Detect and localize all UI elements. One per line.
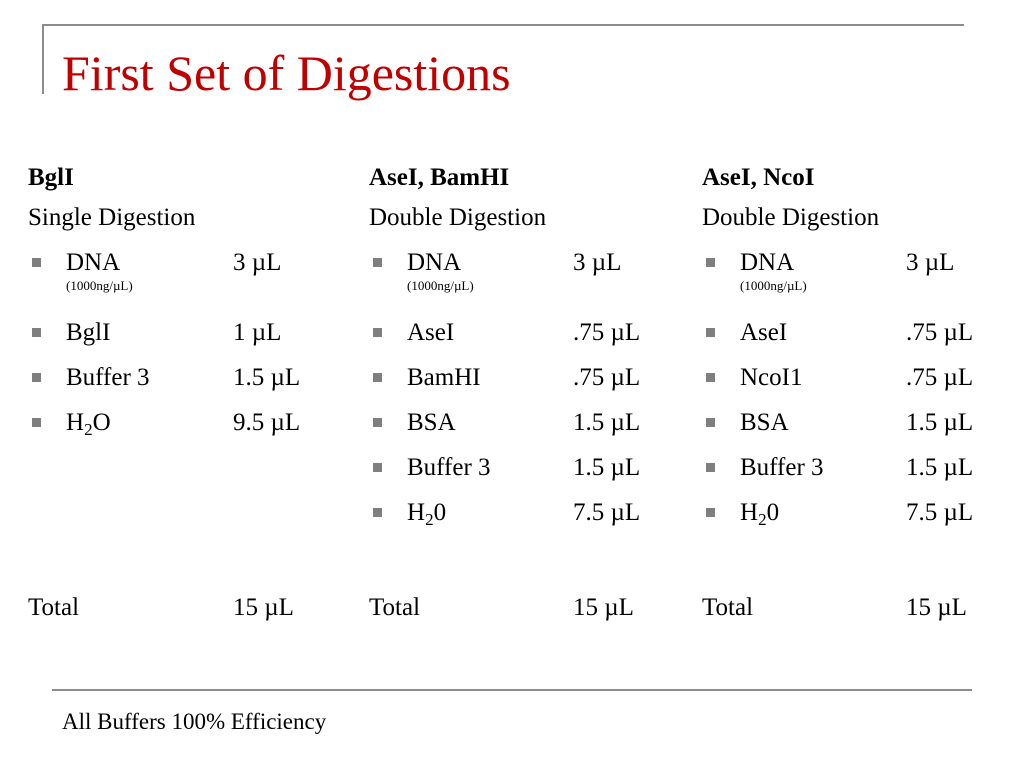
total-label: Total [702,594,754,621]
column-subheading: Double Digestion [702,204,880,231]
item-name: Buffer 3 [740,454,824,481]
column-subheading: Single Digestion [28,204,196,231]
column-subheading: Double Digestion [369,204,547,231]
item-name: Buffer 3 [66,364,150,391]
square-bullet-icon [32,373,41,382]
digestion-column-asei-ncoi: AseI, NcoI Double Digestion DNA 3 µL (10… [702,160,1002,540]
list-item-asei: AseI .75 µL [369,315,669,360]
list-item-water: H20 7.5 µL [369,495,669,540]
item-amount: 7.5 µL [573,499,641,526]
footer-text: All Buffers 100% Efficiency [62,709,327,734]
item-amount: .75 µL [573,364,641,391]
square-bullet-icon [32,328,41,337]
item-amount: 9.5 µL [233,409,301,436]
square-bullet-icon [706,373,715,382]
item-name: BSA [407,409,456,436]
square-bullet-icon [373,463,382,472]
formula-after: 0 [766,499,780,526]
formula-subscript: 2 [425,510,434,529]
formula-main: H [66,409,85,436]
item-name: AseI [740,319,788,346]
item-name: H20 [407,495,446,538]
item-amount: .75 µL [906,319,974,346]
item-note: (1000ng/µL) [66,278,133,293]
list-item-water: H2O 9.5 µL [28,405,328,450]
total-value: 15 µL [573,594,634,621]
item-name: BSA [740,409,789,436]
list-item-bsa: BSA 1.5 µL [702,405,1002,450]
item-name: H20 [740,495,779,538]
formula-after: O [92,409,111,436]
item-name: H2O [66,405,111,448]
item-name: DNA [66,249,121,276]
formula-main: H [740,499,759,526]
total-label: Total [28,594,80,621]
item-amount: 3 µL [233,249,282,276]
digestion-column-asei-bamhi: AseI, BamHI Double Digestion DNA 3 µL (1… [369,160,669,540]
list-item-asei: AseI .75 µL [702,315,1002,360]
item-amount: 1.5 µL [906,454,974,481]
list-item-dna: DNA 3 µL (1000ng/µL) [369,245,669,315]
item-amount: 1.5 µL [233,364,301,391]
square-bullet-icon [373,418,382,427]
total-value: 15 µL [906,594,967,621]
square-bullet-icon [706,508,715,517]
list-item-buffer-3: Buffer 3 1.5 µL [702,450,1002,495]
formula-after: 0 [433,499,447,526]
square-bullet-icon [373,328,382,337]
title-frame-left-rule [42,24,44,94]
item-amount: .75 µL [906,364,974,391]
slide-title: First Set of Digestions [62,45,511,101]
list-item-dna: DNA 3 µL (1000ng/µL) [28,245,328,315]
total-label: Total [369,594,421,621]
square-bullet-icon [32,258,41,267]
square-bullet-icon [32,418,41,427]
item-amount: 1.5 µL [906,409,974,436]
item-amount: 1.5 µL [573,409,641,436]
formula-main: H [407,499,426,526]
list-item-buffer-3: Buffer 3 1.5 µL [369,450,669,495]
list-item-water: H20 7.5 µL [702,495,1002,540]
total-value: 15 µL [233,594,294,621]
item-amount: 3 µL [573,249,622,276]
square-bullet-icon [706,258,715,267]
total-row-asei-ncoi: Total 15 µL [702,590,1002,630]
square-bullet-icon [706,418,715,427]
item-name: BglI [66,319,111,346]
formula-subscript: 2 [758,510,767,529]
list-item-dna: DNA 3 µL (1000ng/µL) [702,245,1002,315]
item-amount: 7.5 µL [906,499,974,526]
square-bullet-icon [373,373,382,382]
list-item-bgli: BglI 1 µL [28,315,328,360]
digestion-column-bgli: BglI Single Digestion DNA 3 µL (1000ng/µ… [28,160,328,450]
item-name: DNA [740,249,795,276]
item-amount: 1.5 µL [573,454,641,481]
item-name: BamHI [407,364,481,391]
item-name: Buffer 3 [407,454,491,481]
item-name: NcoI1 [740,364,803,391]
square-bullet-icon [373,508,382,517]
title-frame-top-rule [42,24,964,26]
footer-rule [52,689,972,691]
column-heading: AseI, NcoI [702,164,815,191]
list-item-bsa: BSA 1.5 µL [369,405,669,450]
item-name: DNA [407,249,462,276]
item-amount: .75 µL [573,319,641,346]
total-row-bgli: Total 15 µL [28,590,328,630]
list-item-buffer-3: Buffer 3 1.5 µL [28,360,328,405]
column-heading: BglI [28,164,74,191]
item-amount: 3 µL [906,249,955,276]
item-note: (1000ng/µL) [407,278,474,293]
total-row-asei-bamhi: Total 15 µL [369,590,669,630]
square-bullet-icon [706,328,715,337]
column-heading: AseI, BamHI [369,164,510,191]
list-item-ncoi1: NcoI1 .75 µL [702,360,1002,405]
item-amount: 1 µL [233,319,282,346]
formula-subscript: 2 [84,420,93,439]
item-name: AseI [407,319,455,346]
square-bullet-icon [706,463,715,472]
square-bullet-icon [373,258,382,267]
item-note: (1000ng/µL) [740,278,807,293]
list-item-bamhi: BamHI .75 µL [369,360,669,405]
